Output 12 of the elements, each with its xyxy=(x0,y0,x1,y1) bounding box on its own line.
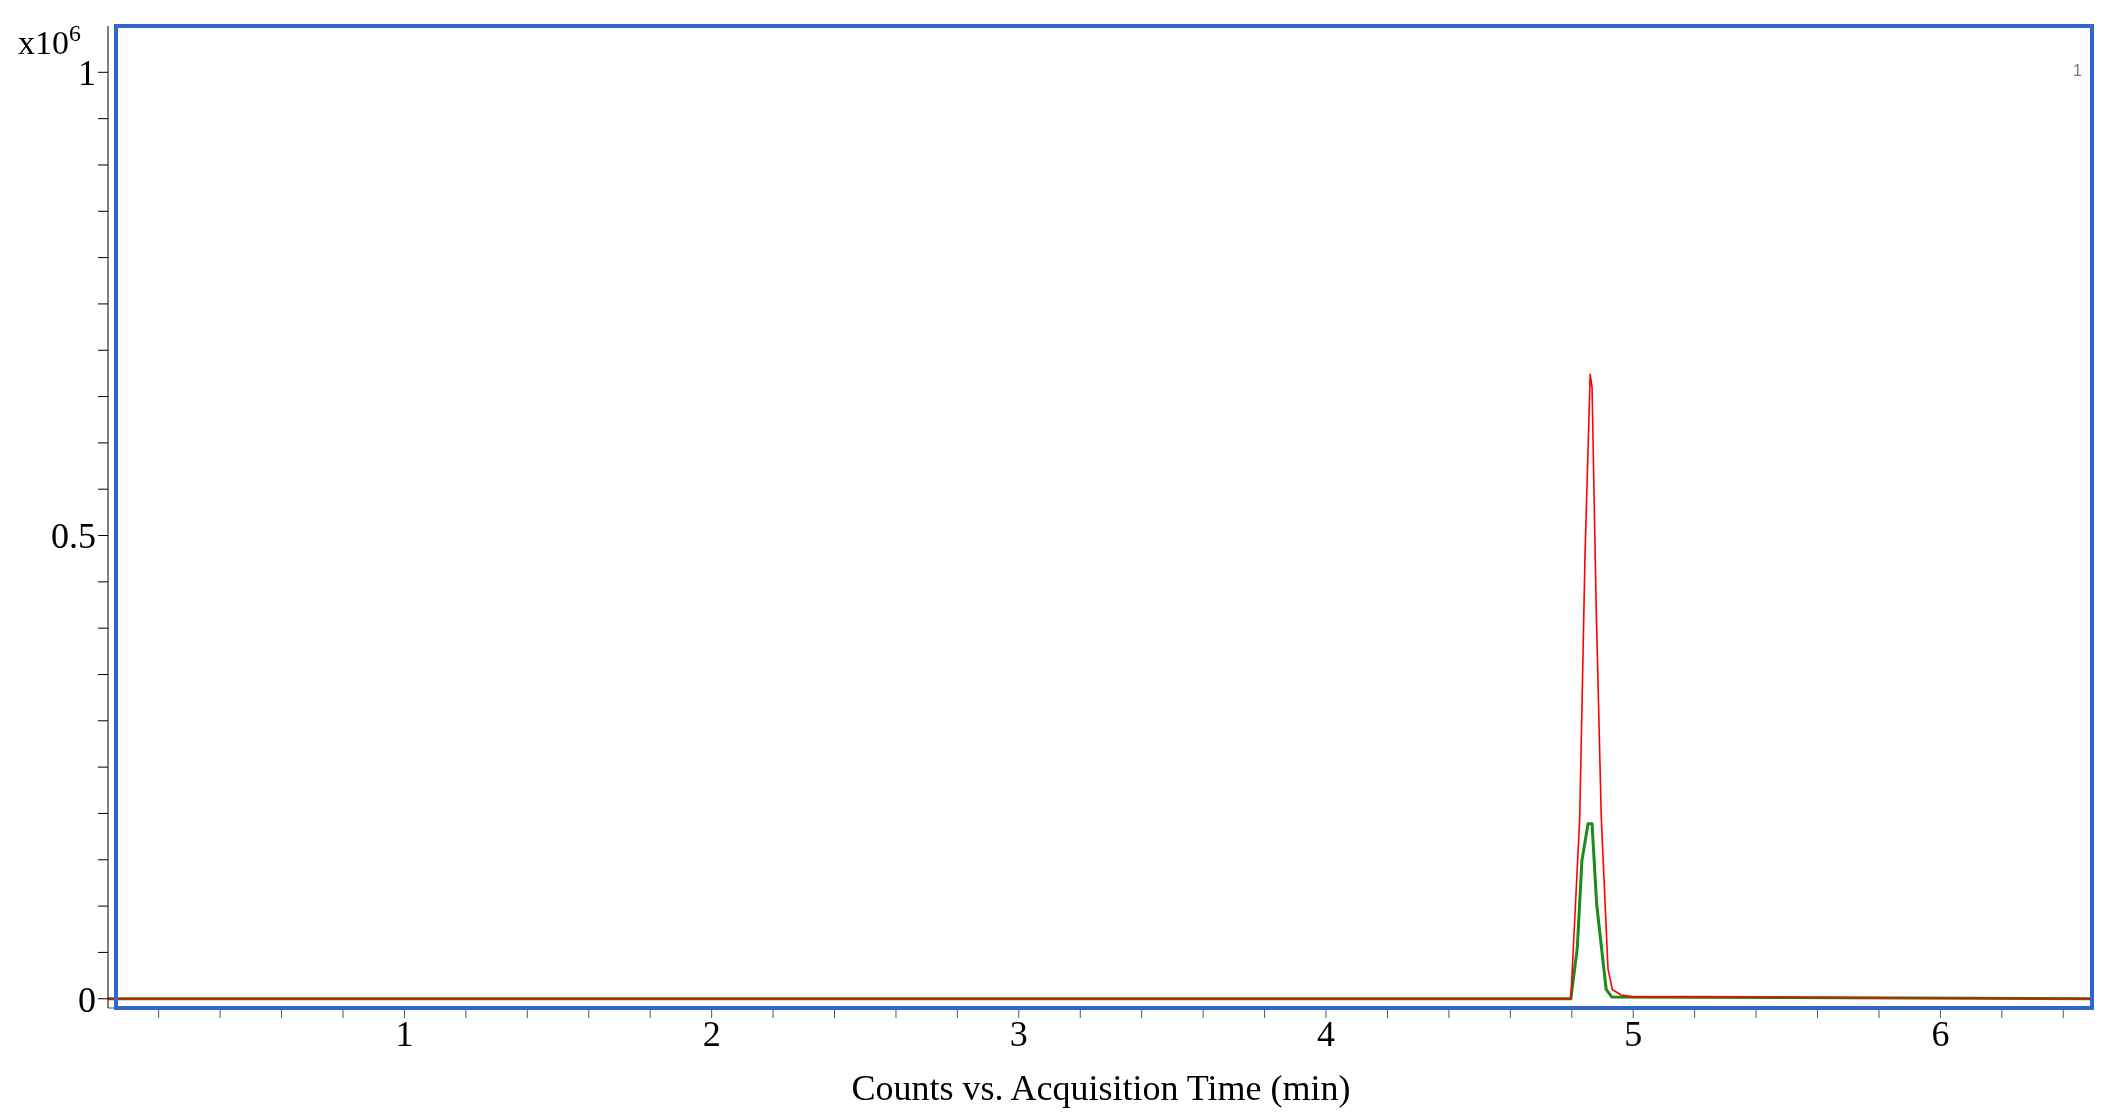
x-tick-label: 3 xyxy=(1009,1013,1028,1054)
x-tick-label: 6 xyxy=(1931,1013,1950,1054)
x-tick-label: 4 xyxy=(1317,1013,1336,1054)
y-tick-label: 1 xyxy=(78,53,96,94)
y-tick-label: 0 xyxy=(78,979,96,1020)
annotation: 1 xyxy=(2073,62,2083,79)
y-axis-title: x10$^{6}$ xyxy=(18,20,81,61)
x-tick-label: 1 xyxy=(395,1013,414,1054)
x-axis-title: Counts vs. Acquisition Time (min) xyxy=(851,1068,1351,1108)
y-tick-label: 0.5 xyxy=(51,516,96,557)
x-tick-label: 5 xyxy=(1624,1013,1643,1054)
x-tick-label: 2 xyxy=(702,1013,721,1054)
